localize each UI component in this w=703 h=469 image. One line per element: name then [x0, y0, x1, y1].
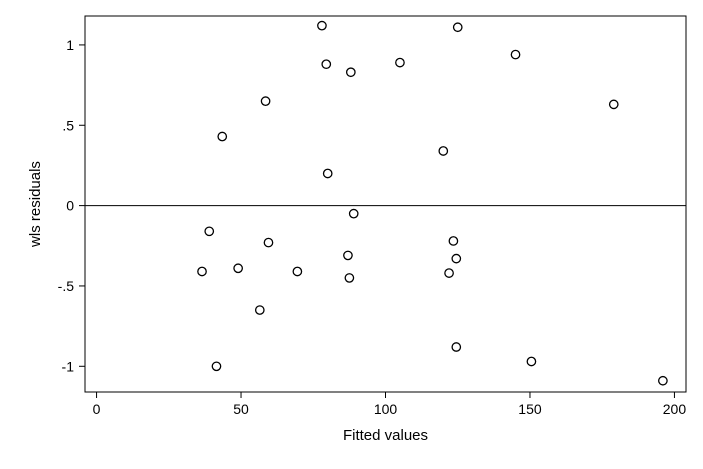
data-point	[322, 168, 333, 179]
data-point	[608, 99, 619, 110]
y-tick-label: -.5	[58, 278, 75, 294]
data-point	[395, 57, 405, 68]
y-axis: 1 .5 0 -.5 -1	[58, 37, 85, 374]
data-point	[321, 59, 332, 70]
data-point	[348, 208, 359, 219]
y-tick-label: 0	[66, 198, 74, 214]
data-point	[345, 67, 356, 78]
data-point	[343, 250, 353, 261]
data-point	[444, 268, 454, 278]
x-tick-label: 100	[374, 401, 398, 417]
data-point	[317, 20, 327, 31]
y-tick-label: 1	[66, 37, 74, 53]
data-point	[197, 266, 207, 277]
data-point	[204, 226, 215, 237]
data-point	[448, 236, 459, 246]
x-axis: 0 50 100 150 200	[93, 392, 687, 417]
data-point	[260, 96, 271, 107]
data-point	[451, 253, 462, 264]
x-tick-label: 50	[233, 401, 249, 417]
data-point	[263, 237, 274, 248]
plot-area-frame	[84, 15, 687, 393]
x-tick-label: 0	[93, 401, 101, 417]
x-tick-label: 150	[518, 401, 542, 417]
data-point	[438, 146, 449, 156]
data-point	[526, 356, 537, 367]
data-point	[658, 375, 668, 386]
data-point	[451, 342, 462, 352]
data-point	[217, 131, 228, 142]
x-tick-label: 200	[663, 401, 687, 417]
data-point	[510, 49, 521, 60]
y-tick-label: -1	[62, 358, 75, 374]
data-point	[452, 22, 463, 33]
data-point	[211, 361, 222, 372]
data-point	[292, 266, 303, 277]
y-tick-label: .5	[62, 117, 74, 133]
data-point	[254, 305, 265, 315]
y-axis-title: wls residuals	[27, 161, 44, 248]
data-point	[344, 273, 355, 283]
x-axis-title: Fitted values	[343, 427, 428, 444]
data-points	[197, 20, 668, 386]
data-point	[233, 263, 243, 274]
